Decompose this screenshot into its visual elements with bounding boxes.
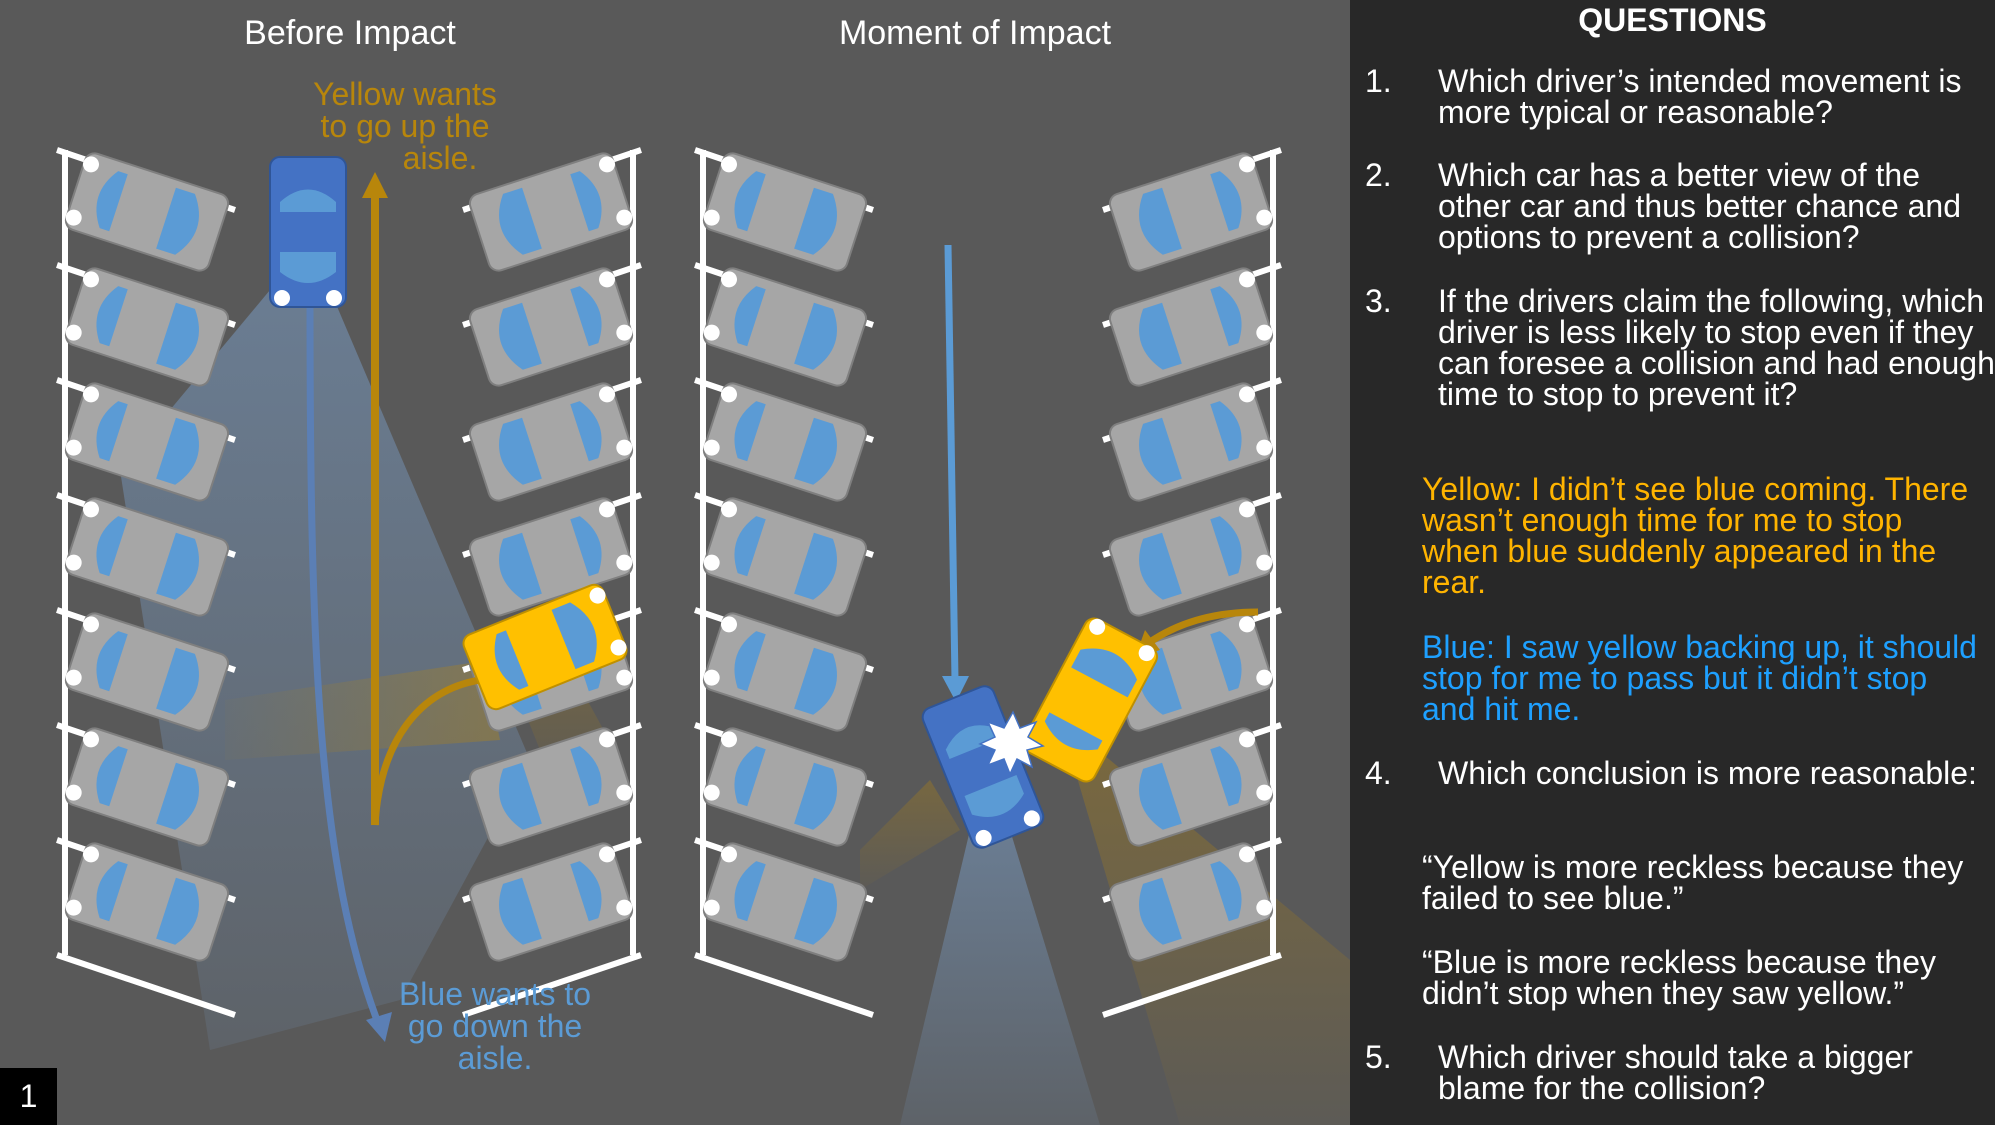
yellow-arrow-head [362,172,388,198]
parking-stall-line [1102,952,1282,1018]
parked-car [468,267,634,387]
blue-intent-note: Blue wants to go down the aisle. [398,976,592,1076]
parked-car [1108,842,1274,962]
question-text: Which conclusion is more reasonable: [1438,755,1977,791]
yellow-reverse-path-arrow [371,676,481,826]
parked-car [702,382,868,502]
blue-arrow-head [366,1012,392,1042]
parked-car [702,727,868,847]
blue-travel-arrow-head [942,676,969,702]
blue-reckless-quote: “Blue is more reckless because they didn… [1422,944,1936,1011]
slide-number: 1 [0,1068,57,1125]
parked-car [468,727,634,847]
question-text: Which driver’s intended movement is more… [1438,63,1962,130]
yellow-driver-claim: Yellow: I didn’t see blue coming. There … [1422,471,1969,600]
question-text: Which driver should take a bigger blame … [1438,1039,1913,1106]
blue-car-before [269,156,347,308]
parked-car [702,267,868,387]
parked-car [64,842,230,962]
blue-intended-path-arrow [306,299,384,1030]
question-text: Which car has a better view of the other… [1438,157,1962,255]
parked-car [468,382,634,502]
parked-car [468,842,634,962]
parked-car [702,152,868,272]
parked-car [702,612,868,732]
question-number: 2. [1365,157,1392,193]
questions-panel: QUESTIONS 1. Which driver’s intended mov… [1350,0,1995,1125]
blue-driver-claim: Blue: I saw yellow backing up, it should… [1422,629,1977,727]
parked-car [1108,152,1274,272]
parked-car [64,152,230,272]
yellow-travel-arrow [1148,608,1259,645]
parked-car [64,267,230,387]
parking-stall-line [56,952,236,1018]
parking-diagram [56,147,1350,1125]
blue-car-vision-cone [120,290,530,1050]
parked-car [468,152,634,272]
parked-car [468,497,634,617]
parked-car [64,612,230,732]
blue-car-vision-cone-impact [900,830,1100,1125]
parked-car [64,382,230,502]
parked-car [64,727,230,847]
parked-car [64,497,230,617]
question-number: 1. [1365,63,1392,99]
parked-car [1108,382,1274,502]
yellow-intent-note: Yellow wants to go up the aisle. [313,76,497,176]
parking-stall-line [694,952,874,1018]
question-text: If the drivers claim the following, whic… [1438,283,1995,412]
parked-car [702,497,868,617]
parking-stall-line [462,952,642,1018]
collision-burst-icon [978,710,1045,776]
question-number: 4. [1365,755,1392,791]
yellow-car-vision-cone [225,660,500,760]
question-number: 3. [1365,283,1392,319]
parked-car [1108,267,1274,387]
yellow-car-impact [1021,617,1159,783]
yellow-car-before [462,583,628,711]
before-impact-title: Before Impact [244,14,456,52]
moment-of-impact-title: Moment of Impact [838,14,1112,52]
parked-car [1108,727,1274,847]
blue-car-vision-cone-side [860,780,960,890]
blue-car-impact [921,685,1045,849]
questions-heading: QUESTIONS [1578,2,1767,38]
question-number: 5. [1365,1039,1392,1075]
parked-car [702,842,868,962]
blue-travel-arrow [944,244,959,681]
parked-car [1108,497,1274,617]
yellow-reckless-quote: “Yellow is more reckless because they fa… [1422,849,1964,916]
diagram-stage: Before Impact Moment of Impact Yellow wa… [0,14,1350,1125]
